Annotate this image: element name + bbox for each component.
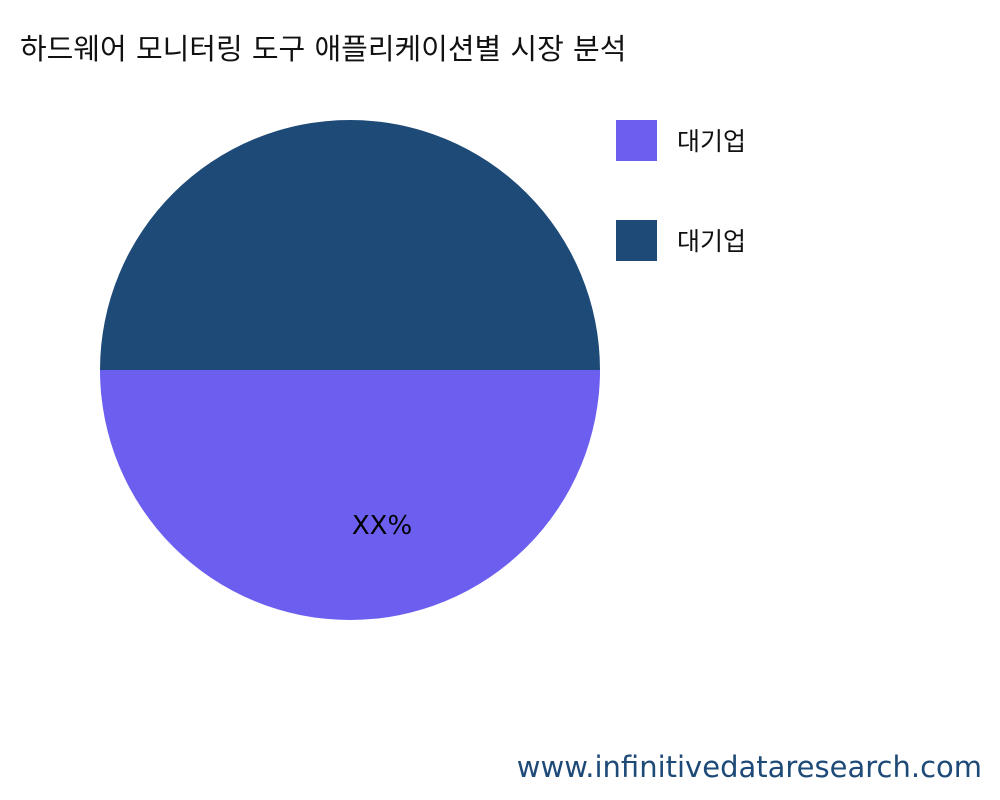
legend-label: 대기업: [677, 227, 747, 256]
pie-slice: [100, 370, 600, 620]
legend-item: 대기업: [616, 219, 746, 261]
slice-label: XX%: [352, 511, 412, 541]
footer-website: www.infinitivedataresearch.com: [516, 750, 982, 784]
legend-swatch: [616, 119, 657, 161]
legend-item: 대기업: [616, 119, 746, 161]
legend-swatch: [616, 219, 657, 261]
chart-title: 하드웨어 모니터링 도구 애플리케이션별 시장 분석: [20, 32, 627, 66]
pie-slice: [100, 120, 600, 370]
legend-label: 대기업: [677, 127, 747, 156]
